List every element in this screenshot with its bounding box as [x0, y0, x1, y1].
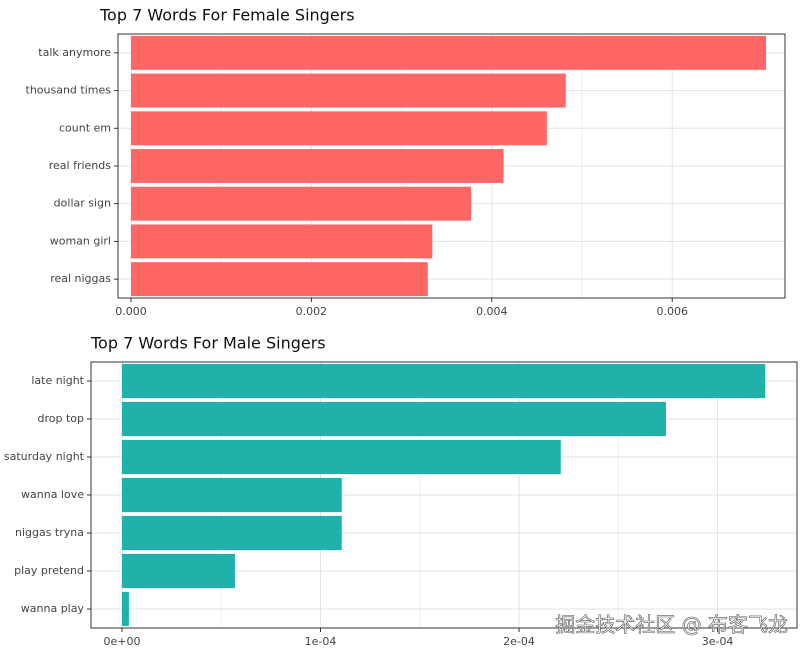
y-tick-label: woman girl: [50, 234, 111, 247]
y-tick-label: thousand times: [26, 84, 112, 97]
bar: [130, 186, 472, 221]
panel-border: [90, 361, 798, 629]
y-tick-label: talk anymore: [38, 46, 111, 59]
bar: [121, 439, 561, 475]
x-tick-label: 0.004: [476, 305, 508, 318]
x-tick-label: 0e+00: [103, 635, 140, 648]
x-tick-label: 0.006: [656, 305, 688, 318]
bar: [130, 262, 428, 297]
y-tick-label: play pretend: [14, 564, 84, 577]
bar: [121, 515, 342, 551]
x-tick-label: 2e-04: [503, 635, 535, 648]
bar: [121, 401, 666, 437]
y-tick-label: late night: [31, 374, 84, 387]
bar: [130, 111, 547, 146]
x-tick-label: 0.002: [296, 305, 328, 318]
bar: [121, 591, 129, 627]
chart-title: Top 7 Words For Female Singers: [99, 6, 355, 25]
y-tick-label: wanna play: [21, 602, 85, 615]
y-tick-label: drop top: [38, 412, 85, 425]
y-tick-label: count em: [59, 121, 111, 134]
panel-border: [117, 33, 786, 299]
bar: [130, 149, 504, 183]
bar: [121, 553, 235, 589]
bar: [121, 477, 342, 513]
x-tick-label: 3e-04: [702, 635, 734, 648]
y-tick-label: real niggas: [50, 272, 111, 285]
bar: [130, 224, 433, 259]
bar: [130, 35, 767, 70]
watermark: 掘金技术社区 @ 布客飞龙: [555, 613, 788, 637]
x-tick-label: 0.000: [115, 305, 147, 318]
y-tick-label: dollar sign: [54, 197, 111, 210]
bar: [130, 73, 566, 108]
bar: [121, 363, 766, 399]
y-tick-label: niggas tryna: [15, 526, 84, 539]
x-tick-label: 1e-04: [305, 635, 337, 648]
y-tick-label: saturday night: [4, 450, 85, 463]
chart-title: Top 7 Words For Male Singers: [90, 334, 326, 353]
y-tick-label: wanna love: [21, 488, 84, 501]
y-tick-label: real friends: [49, 159, 112, 172]
